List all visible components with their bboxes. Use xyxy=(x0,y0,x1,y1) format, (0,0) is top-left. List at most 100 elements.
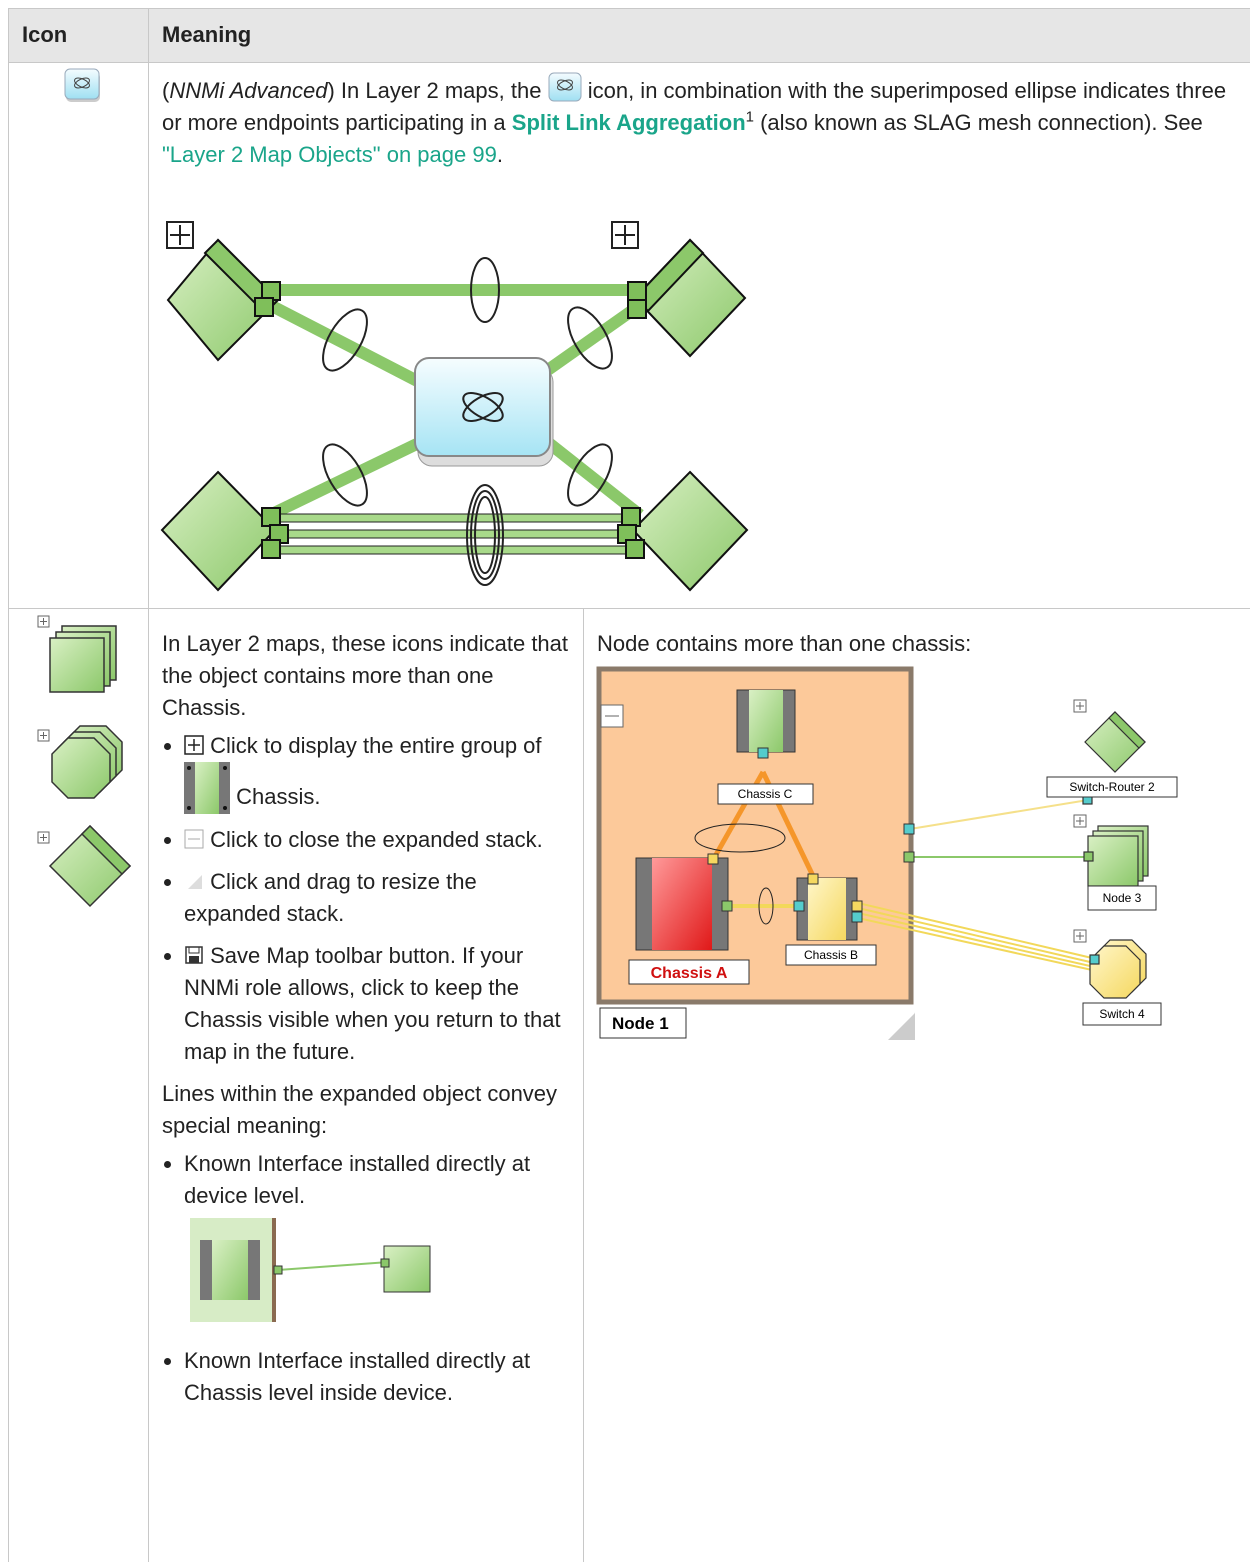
shape xyxy=(1073,699,1087,943)
bullet: Save Map toolbar button. If your NNMi ro… xyxy=(184,940,577,1068)
shape xyxy=(1076,702,1084,710)
shape xyxy=(1076,932,1084,940)
shape xyxy=(48,824,132,908)
shape xyxy=(1046,776,1178,798)
shape xyxy=(1089,954,1100,965)
text: Click and drag to resize the expanded st… xyxy=(184,869,477,926)
shape xyxy=(857,902,1093,971)
text: Known Interface installed directly at de… xyxy=(184,1151,531,1208)
resize-icon xyxy=(188,875,202,889)
paragraph: In Layer 2 maps, these icons indicate th… xyxy=(162,631,569,720)
shape xyxy=(160,238,749,592)
edition: NNMi Advanced xyxy=(169,78,328,103)
shape xyxy=(80,824,132,876)
node-label: Node 1 xyxy=(612,1014,669,1033)
shape xyxy=(1087,885,1157,911)
shape xyxy=(567,306,613,370)
cross-reference[interactable]: "Layer 2 Map Objects" on page 99 xyxy=(162,142,497,167)
shape xyxy=(757,747,769,759)
shape xyxy=(628,959,750,985)
shape xyxy=(599,776,1178,1039)
shape xyxy=(267,434,428,521)
shape xyxy=(556,79,573,91)
chassis-example: Chassis C Chassis B Chassis A Node 1 Swi… xyxy=(596,666,1178,1040)
shape xyxy=(857,902,1093,959)
shape xyxy=(758,887,774,925)
shape xyxy=(1083,851,1094,862)
shape xyxy=(322,308,368,372)
shape xyxy=(1087,835,1139,887)
shape xyxy=(707,823,915,923)
shape xyxy=(1089,945,1141,999)
text: ( xyxy=(162,78,170,103)
paragraph: Lines within the expanded object convey … xyxy=(162,1081,558,1138)
text: . xyxy=(496,142,503,167)
term: Split Link Aggregation xyxy=(511,110,746,135)
shape xyxy=(633,238,705,313)
shape xyxy=(188,875,202,889)
node-label: Chassis A xyxy=(651,965,728,982)
meaning-cell: In Layer 2 maps, these icons indicate th… xyxy=(162,628,577,1419)
bullet: Click and drag to resize the expanded st… xyxy=(184,866,577,930)
slag-diagram xyxy=(160,221,749,592)
shape xyxy=(322,443,368,507)
shape xyxy=(223,766,227,770)
shape xyxy=(170,225,190,245)
collapse-icon xyxy=(184,829,204,849)
shape xyxy=(261,507,281,527)
shape xyxy=(793,900,805,912)
shape xyxy=(51,737,111,799)
shape xyxy=(717,783,814,805)
save-icon xyxy=(185,946,203,964)
shape xyxy=(74,77,90,89)
shape xyxy=(1082,1002,1162,1026)
node-label: Chassis B xyxy=(804,948,858,962)
shape xyxy=(851,911,863,923)
shape xyxy=(279,513,631,523)
chassis-icon xyxy=(184,762,230,814)
node-label: Switch 4 xyxy=(1099,1007,1145,1021)
shape xyxy=(49,637,105,693)
shape xyxy=(380,1258,390,1268)
bullet: Click to display the entire group of Cha… xyxy=(184,730,577,814)
shape xyxy=(474,496,496,574)
shape xyxy=(277,1261,390,1271)
shape xyxy=(556,79,573,91)
shape xyxy=(187,766,191,770)
shape xyxy=(462,392,504,422)
shape xyxy=(261,539,281,559)
shape xyxy=(909,799,1089,830)
shape xyxy=(749,690,783,752)
shape xyxy=(40,618,47,625)
shape xyxy=(1108,711,1146,749)
shape xyxy=(621,507,641,527)
shape xyxy=(160,470,277,592)
shape xyxy=(599,1007,687,1039)
shape xyxy=(627,281,647,301)
shape xyxy=(470,490,500,580)
shape xyxy=(466,484,504,586)
shape xyxy=(212,1240,248,1300)
shape xyxy=(188,946,200,954)
border xyxy=(8,62,1250,63)
shape xyxy=(857,907,1091,963)
shape xyxy=(254,297,274,317)
shape xyxy=(615,225,635,245)
shape xyxy=(903,851,915,863)
text: Click to close the expanded stack. xyxy=(210,827,543,852)
shape xyxy=(625,539,645,559)
shape xyxy=(279,529,631,539)
shape xyxy=(37,831,50,844)
shape xyxy=(808,878,846,940)
shape xyxy=(223,806,227,810)
shape xyxy=(267,299,428,391)
shape xyxy=(888,1013,915,1040)
shape xyxy=(273,1265,283,1275)
footnote-ref: 1 xyxy=(745,108,754,126)
shape xyxy=(37,729,50,742)
shape xyxy=(279,513,631,555)
shape xyxy=(851,900,863,912)
shape xyxy=(567,443,613,507)
